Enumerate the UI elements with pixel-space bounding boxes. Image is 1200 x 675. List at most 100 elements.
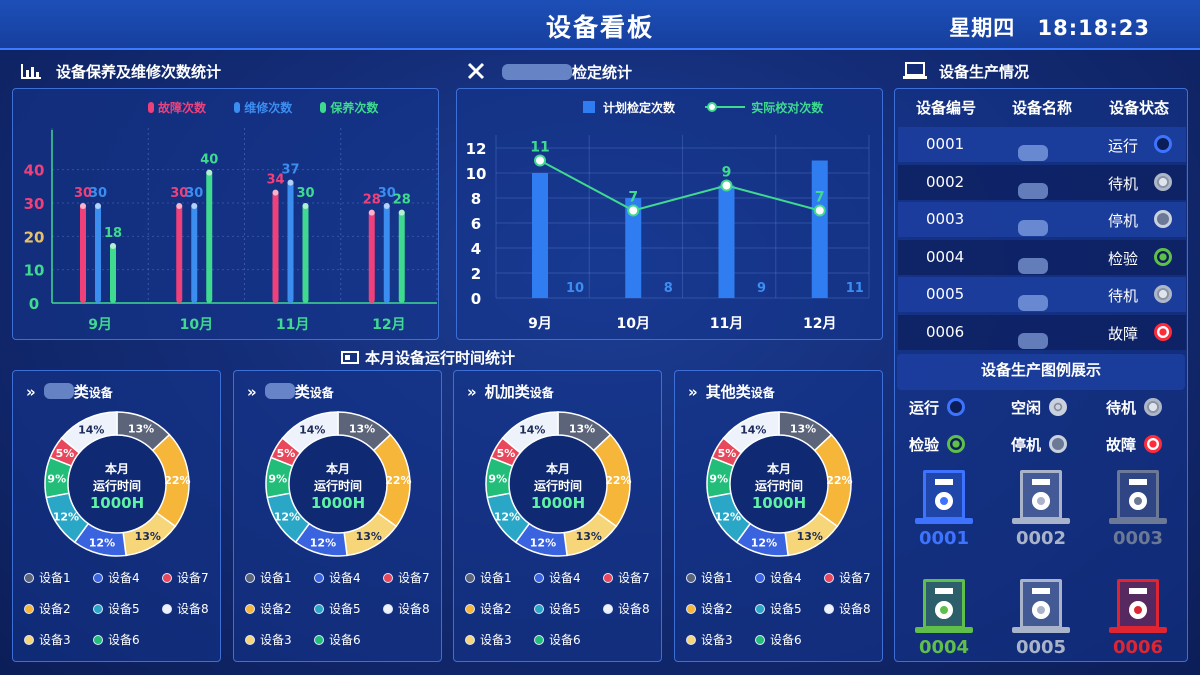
donut-center-text: 本月 运行时间 1000H bbox=[89, 462, 145, 512]
machine-icon[interactable] bbox=[1107, 468, 1169, 536]
chevron-right-icon: » bbox=[467, 383, 477, 401]
legend-fault: 故障 bbox=[1106, 434, 1163, 455]
machine-id-label: 0002 bbox=[1015, 528, 1067, 549]
weekday-label: 星期四 bbox=[949, 16, 1016, 40]
clock: 星期四 18:18:23 bbox=[949, 12, 1150, 42]
runtime-panel-title: » 机加类设备 bbox=[467, 383, 554, 401]
table-row[interactable]: 0003 停机 bbox=[898, 202, 1186, 237]
line-series bbox=[539, 159, 821, 212]
bar-cap bbox=[368, 209, 375, 216]
donut-hole bbox=[510, 436, 606, 532]
bar bbox=[206, 169, 213, 303]
line-value-label: 9 bbox=[722, 165, 732, 181]
machine-icon[interactable] bbox=[1010, 577, 1072, 645]
data-label: 30 bbox=[89, 186, 107, 201]
legend-dot-icon bbox=[465, 604, 475, 614]
production-table-header: 设备编号 设备名称 设备状态 bbox=[896, 90, 1186, 122]
inspection-title: 检定统计 bbox=[572, 63, 633, 82]
table-row[interactable]: 0002 待机 bbox=[898, 164, 1186, 200]
y-tick-label: 12 bbox=[466, 140, 487, 158]
slice-label: 13% bbox=[135, 530, 161, 543]
y-tick-label: 0 bbox=[471, 290, 481, 308]
legend-dot-icon bbox=[162, 573, 172, 583]
bar-value-label: 10 bbox=[566, 281, 584, 296]
device-status: 停机 bbox=[1108, 212, 1139, 230]
device-status: 运行 bbox=[1108, 137, 1139, 155]
legend-dot-icon bbox=[24, 573, 34, 583]
x-tick-label: 9月 bbox=[528, 316, 552, 332]
donut-legend-item: 设备3 bbox=[24, 631, 71, 648]
slice-label: 13% bbox=[128, 422, 154, 435]
legend-repair: 维修次数 bbox=[234, 101, 292, 115]
bar bbox=[80, 203, 86, 303]
donut-legend-item: 设备6 bbox=[534, 631, 581, 648]
device-id: 0002 bbox=[926, 172, 965, 191]
id-card-icon bbox=[341, 351, 359, 364]
bar bbox=[625, 198, 642, 298]
table-row[interactable]: 0005 待机 bbox=[898, 277, 1186, 312]
slice-label: 9% bbox=[709, 472, 728, 485]
legend-running: 运行 bbox=[909, 397, 966, 418]
slice-label: 9% bbox=[268, 472, 287, 485]
slice-label: 13% bbox=[569, 422, 595, 435]
legend-dot-icon bbox=[162, 604, 172, 614]
runtime-section-title: 本月设备运行时间统计 bbox=[341, 347, 515, 368]
machine-icon[interactable] bbox=[1010, 468, 1072, 536]
x-tick-label: 10月 bbox=[617, 316, 650, 332]
legend-stopped: 停机 bbox=[1011, 434, 1068, 455]
donut-legend-item: 设备8 bbox=[383, 600, 430, 617]
machine-icon[interactable] bbox=[913, 577, 975, 645]
table-row[interactable]: 0006 故障 bbox=[898, 314, 1186, 350]
slice-label: 5% bbox=[718, 447, 737, 460]
donut-legend-item: 设备6 bbox=[755, 631, 802, 648]
bar-value-label: 11 bbox=[846, 281, 864, 296]
donut-legend-item: 设备7 bbox=[383, 569, 430, 586]
legend-dot-icon bbox=[24, 604, 34, 614]
legend-idle: 空闲 bbox=[1011, 397, 1068, 418]
donut-legend-item: 设备1 bbox=[24, 569, 71, 586]
runtime-donut-chart: 13% 22% 13% 12% 12% 9% 5%14% bbox=[706, 411, 853, 557]
runtime-panel-title: » 类设备 bbox=[247, 383, 334, 401]
slice-label: 13% bbox=[349, 422, 375, 435]
fault-icon bbox=[1144, 435, 1163, 453]
y-tick-label: 6 bbox=[471, 215, 481, 233]
device-status: 待机 bbox=[1108, 174, 1139, 193]
line-value-label: 7 bbox=[815, 190, 825, 206]
legend-dot-icon bbox=[465, 635, 475, 645]
data-label: 28 bbox=[393, 193, 411, 208]
line-point bbox=[534, 154, 546, 167]
bar-cap bbox=[302, 203, 309, 209]
y-tick-label: 10 bbox=[24, 262, 45, 280]
legend-dot-icon bbox=[824, 604, 834, 614]
y-tick-label: 20 bbox=[24, 228, 45, 246]
runtime-donut-chart: 13% 22% 13% 12% 12% 9% 5%14% bbox=[265, 411, 412, 557]
machine-icon[interactable] bbox=[1107, 577, 1169, 645]
table-row[interactable]: 0004 检验 bbox=[898, 239, 1186, 275]
x-tick-label: 10月 bbox=[180, 317, 213, 333]
donut-legend-item: 设备4 bbox=[93, 569, 140, 586]
y-tick-label: 2 bbox=[471, 265, 481, 283]
slice-label: 13% bbox=[356, 530, 382, 543]
x-tick-label: 12月 bbox=[803, 316, 836, 332]
col-device-id: 设备编号 bbox=[916, 99, 977, 117]
donut-legend-item: 设备2 bbox=[245, 600, 292, 617]
table-row[interactable]: 0001 运行 bbox=[898, 127, 1186, 162]
donut-legend-item: 设备5 bbox=[314, 600, 361, 617]
legend-dot-icon bbox=[686, 604, 696, 614]
machine-icon[interactable] bbox=[913, 468, 975, 536]
donut-legend-item: 设备4 bbox=[314, 569, 361, 586]
line-point bbox=[720, 179, 733, 192]
chevron-right-icon: » bbox=[247, 383, 257, 401]
inspection-icon bbox=[1154, 247, 1172, 266]
data-label: 40 bbox=[200, 153, 218, 168]
legend-dot-icon bbox=[824, 573, 834, 583]
runtime-panel-title: » 其他类设备 bbox=[688, 383, 775, 401]
runtime-donut-chart: 13% 22% 13% 12% 12% 9% 5%14% bbox=[485, 411, 632, 557]
slice-label: 12% bbox=[53, 510, 79, 523]
donut-slice bbox=[60, 411, 118, 454]
donut-legend-item: 设备6 bbox=[314, 631, 361, 648]
maintenance-bar-chart: 0102030403030189月30304010月34373011月28302… bbox=[24, 128, 438, 333]
slice-label: 5% bbox=[277, 447, 296, 460]
donut-legend-item: 设备8 bbox=[603, 600, 650, 617]
donut-legend-item: 设备4 bbox=[755, 569, 802, 586]
